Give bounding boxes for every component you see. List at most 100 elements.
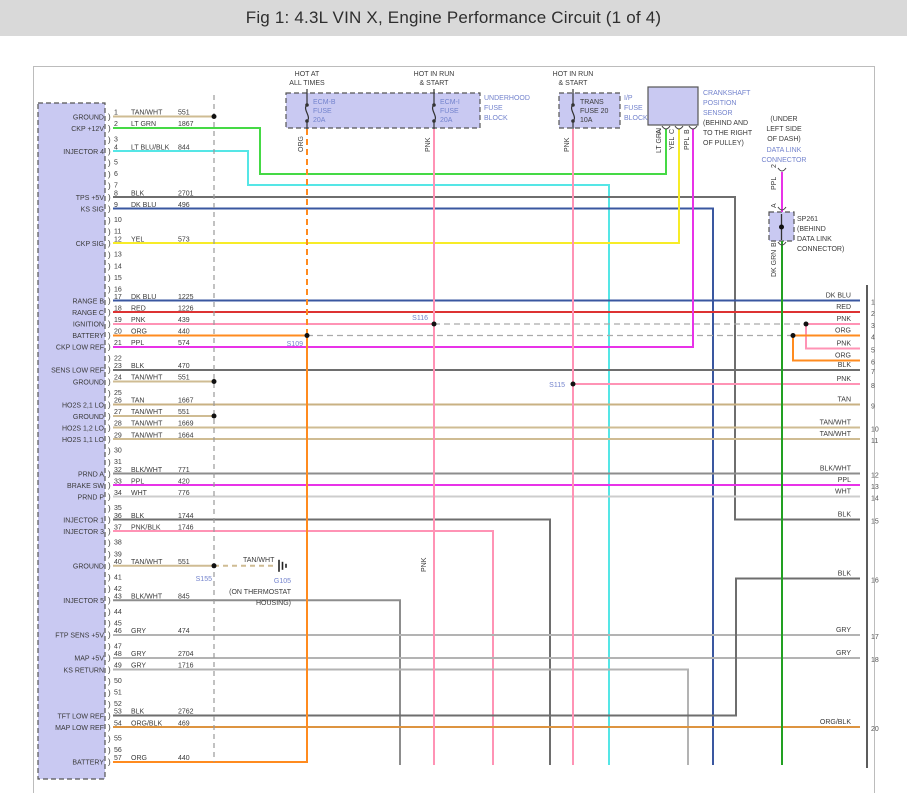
wire-pnk-to-pin5 (805, 324, 860, 350)
wire-circuit-number: 420 (178, 478, 190, 485)
left-pin-number: 27 (114, 409, 122, 416)
diagram-label: (UNDER (770, 116, 797, 123)
diagram-label: FUSE 20 (580, 108, 609, 115)
left-pin-bracket: ) (108, 700, 111, 709)
fuse-terminal-dot (571, 119, 575, 123)
diagram-label: A (656, 129, 663, 134)
wire-color-label: GRY (131, 663, 146, 670)
diagram-label: S116 (412, 315, 428, 322)
left-pin-number: 18 (114, 306, 122, 313)
diagram-label: TO THE RIGHT (703, 130, 753, 137)
left-pin-label: PRND A (78, 471, 104, 478)
right-pin-number: 1 (871, 300, 875, 307)
wire-color-label: TAN (131, 398, 144, 405)
diagram-label: DATA LINK (797, 236, 832, 243)
right-pin-wire-label: GRY (836, 627, 851, 634)
left-pin-bracket: ) (108, 423, 111, 432)
left-pin-bracket: ) (108, 262, 111, 271)
left-pin-number: 48 (114, 651, 122, 658)
diagram-label: TRANS (580, 99, 604, 106)
wire-color-label: TAN/WHT (131, 110, 163, 117)
diagram-label: C (669, 129, 676, 134)
left-pin-bracket: ) (108, 458, 111, 467)
left-pin-bracket: ) (108, 631, 111, 640)
connector-bracket (688, 125, 698, 130)
left-pin-bracket: ) (108, 274, 111, 283)
diagram-label: PPL (684, 137, 691, 150)
diagram-label: FUSE (484, 105, 503, 112)
fuse-terminal-dot (305, 103, 309, 107)
diagram-label: LT GRN (656, 128, 663, 153)
left-pin-bracket: ) (108, 216, 111, 225)
left-pin-number: 29 (114, 432, 122, 439)
left-pin-bracket: ) (108, 711, 111, 720)
wire-color-label: BLK/WHT (131, 594, 163, 601)
right-pin-wire-label: GRY (836, 650, 851, 657)
right-pin-wire-label: BLK (838, 571, 852, 578)
diagram-label: DK GRN (771, 250, 778, 277)
right-pin-wire-label: PPL (838, 477, 851, 484)
left-pin-bracket: ) (108, 504, 111, 513)
left-pin-bracket: ) (108, 239, 111, 248)
splice-dot (211, 563, 217, 569)
left-pin-number: 37 (114, 524, 122, 531)
splice-dot (570, 381, 576, 387)
left-pin-number: 34 (114, 490, 122, 497)
left-pin-number: 25 (114, 390, 122, 397)
left-pin-bracket: ) (108, 573, 111, 582)
diagram-label: CONNECTOR (762, 157, 807, 164)
splice-dot (304, 333, 310, 338)
diagram-label: HOT IN RUN (414, 71, 455, 78)
left-pin-bracket: ) (108, 147, 111, 156)
wire-circuit-number: 439 (178, 317, 190, 324)
splice-dot (211, 379, 217, 384)
diagram-label: FUSE (624, 105, 643, 112)
left-pin-number: 45 (114, 620, 122, 627)
wire-circuit-number: 573 (178, 236, 190, 243)
diagram-label: 20A (313, 117, 326, 124)
left-pin-number: 40 (114, 559, 122, 566)
wire-circuit-number: 1225 (178, 294, 194, 301)
left-pin-bracket: ) (108, 723, 111, 732)
diagram-label: POSITION (703, 100, 736, 107)
diagram-label: PPL (771, 177, 778, 190)
left-pin-number: 14 (114, 263, 122, 270)
left-pin-number: 11 (114, 229, 121, 236)
fuse-terminal-dot (305, 119, 309, 123)
wire-circuit-number: 771 (178, 467, 190, 474)
diagram-label: OF PULLEY) (703, 140, 744, 147)
left-pin-number: 24 (114, 375, 122, 382)
figure-title-bar: Fig 1: 4.3L VIN X, Engine Performance Ci… (0, 0, 907, 36)
wire-color-label: TAN/WHT (131, 559, 163, 566)
right-pin-number: 7 (871, 369, 875, 376)
ip-fuse-block (558, 92, 621, 129)
left-pin-number: 6 (114, 171, 118, 178)
wire-color-label: GRY (131, 651, 146, 658)
splice-dot (803, 321, 809, 327)
left-pin-number: 36 (114, 513, 122, 520)
left-pin-number: 32 (114, 467, 122, 474)
left-pin-number: 8 (114, 190, 118, 197)
right-pin-wire-label: WHT (835, 489, 852, 496)
left-pin-number: 26 (114, 398, 122, 405)
left-pin-label: GROUND (73, 414, 104, 421)
left-pin-bracket: ) (108, 204, 111, 213)
wire-ltgrn-1867 (113, 127, 667, 175)
diagram-label: UNDERHOOD (484, 95, 530, 102)
wire-color-label: BLK (131, 190, 145, 197)
left-pin-label: BATTERY (72, 759, 104, 766)
diagram-label: 20A (440, 117, 453, 124)
left-pin-number: 1 (114, 110, 118, 117)
right-pin-wire-label: PNK (837, 316, 852, 323)
left-pin-label: SENS LOW REF (51, 368, 104, 375)
wire-circuit-number: 1669 (178, 421, 194, 428)
wire-circuit-number: 574 (178, 340, 190, 347)
diagram-label: CRANKSHAFT (703, 90, 751, 97)
left-pin-bracket: ) (108, 135, 111, 144)
left-pin-number: 30 (114, 448, 122, 455)
left-pin-number: 28 (114, 421, 122, 428)
left-pin-number: 50 (114, 678, 122, 685)
left-pin-bracket: ) (108, 516, 111, 525)
left-pin-label: IGNITION (73, 322, 104, 329)
left-pin-number: 51 (114, 690, 122, 697)
